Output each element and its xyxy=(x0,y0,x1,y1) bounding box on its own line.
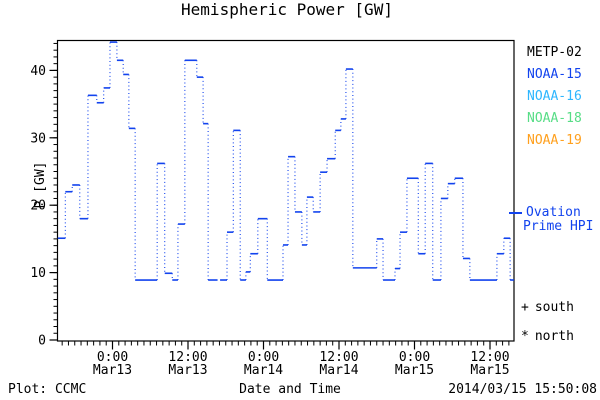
legend-item-noaa-18: NOAA-18 xyxy=(527,111,582,126)
plot-timestamp: 2014/03/15 15:50:08 xyxy=(448,382,597,397)
x-tick-label-date: Mar13 xyxy=(168,363,207,378)
legend-item-metp-02: METP-02 xyxy=(527,45,582,60)
x-tick-label-date: Mar14 xyxy=(244,363,283,378)
south-marker-legend: + south xyxy=(521,300,574,315)
x-tick-label-time: 0:00 xyxy=(248,350,279,365)
x-tick-label-time: 0:00 xyxy=(399,350,430,365)
x-tick-label-time: 0:00 xyxy=(97,350,128,365)
x-tick-label-date: Mar15 xyxy=(470,363,509,378)
ovation-label-line1: Ovation xyxy=(526,205,581,220)
plot-source-label: Plot: CCMC xyxy=(8,382,87,397)
x-tick-label-date: Mar13 xyxy=(93,363,132,378)
asterisk-marker-icon: * xyxy=(521,329,529,344)
legend-item-noaa-16: NOAA-16 xyxy=(527,89,582,104)
ovation-prime-legend: Ovation Prime HPI xyxy=(509,206,593,234)
y-tick-label: 0 xyxy=(38,334,46,349)
x-axis-label: Date and Time xyxy=(239,382,341,397)
y-axis-label: P [GW] xyxy=(33,161,48,209)
plus-marker-icon: + xyxy=(521,300,529,315)
north-marker-label: north xyxy=(534,329,574,344)
x-tick-label-time: 12:00 xyxy=(319,350,358,365)
north-marker-legend: * north xyxy=(521,329,574,344)
x-tick-label-date: Mar14 xyxy=(319,363,358,378)
plot-frame xyxy=(56,39,515,342)
x-tick-label-time: 12:00 xyxy=(168,350,207,365)
chart-title: Hemispheric Power [GW] xyxy=(181,0,393,19)
ovation-legend-line1: Ovation xyxy=(509,206,593,220)
y-tick-label: 40 xyxy=(30,64,46,79)
legend-item-noaa-15: NOAA-15 xyxy=(527,67,582,82)
y-tick-label: 30 xyxy=(30,131,46,146)
x-tick-label-date: Mar15 xyxy=(395,363,434,378)
south-marker-label: south xyxy=(534,300,574,315)
x-tick-label-time: 12:00 xyxy=(470,350,509,365)
satellite-legend: METP-02 NOAA-15 NOAA-16 NOAA-18 NOAA-19 xyxy=(527,45,582,155)
y-tick-label: 20 xyxy=(30,199,46,214)
ovation-line-sample-icon xyxy=(509,211,522,214)
ovation-label-line2: Prime HPI xyxy=(523,219,594,234)
legend-item-noaa-19: NOAA-19 xyxy=(527,133,582,148)
y-tick-label: 10 xyxy=(30,266,46,281)
